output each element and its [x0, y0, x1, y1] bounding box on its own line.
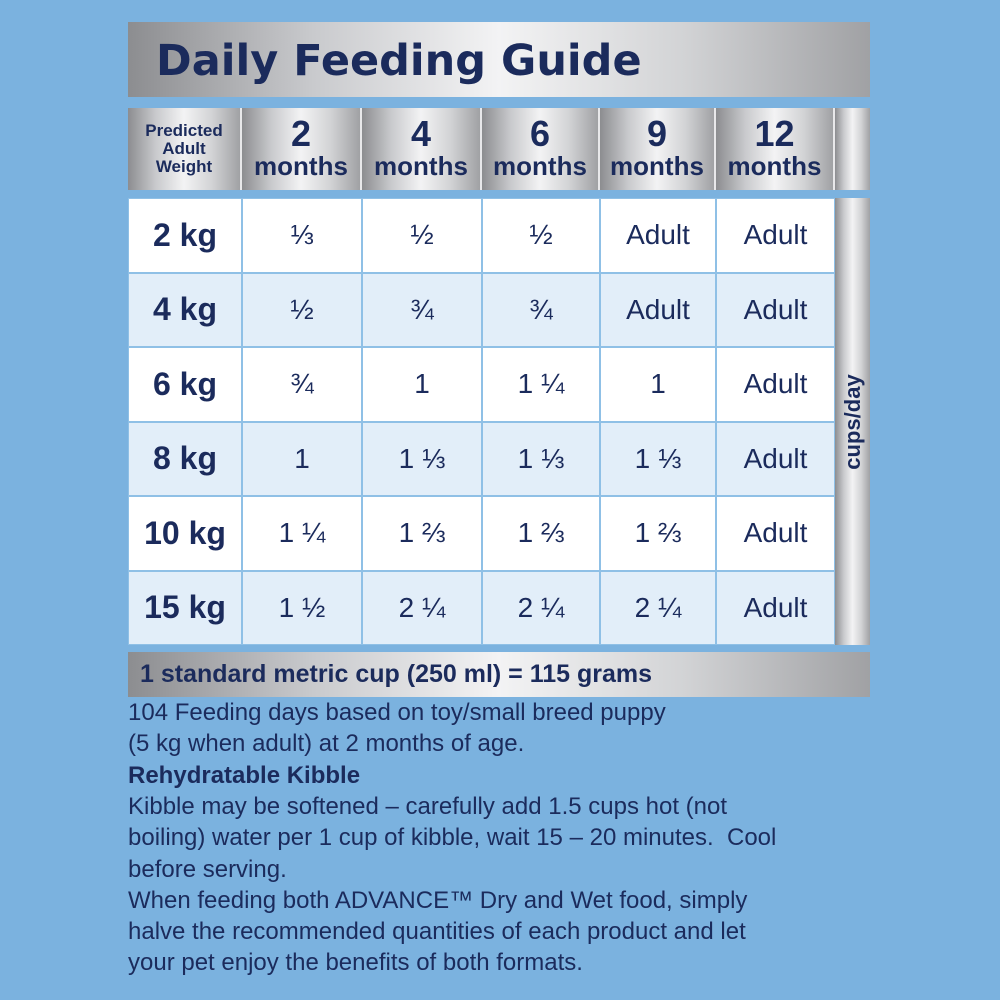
weight-cell: 15 kg [128, 570, 242, 645]
value-cell: ⅓ [242, 198, 362, 273]
corner-label: Predicted Adult Weight [145, 122, 222, 176]
note-line: 104 Feeding days based on toy/small bree… [128, 699, 666, 726]
value-cell: Adult [600, 272, 716, 347]
value-cell: 2 ¼ [482, 570, 600, 645]
value-cell: 1 ½ [242, 570, 362, 645]
value-cell: 1 ⅓ [482, 421, 600, 496]
value-cell: 1 ⅓ [362, 421, 482, 496]
value-cell: 1 ⅔ [600, 496, 716, 571]
value-cell: 1 ¼ [482, 347, 600, 422]
weight-cell: 4 kg [128, 272, 242, 347]
value-cell: 2 ¼ [600, 570, 716, 645]
note-line: When feeding both ADVANCE™ Dry and Wet f… [128, 886, 748, 914]
note-line: boiling) water per 1 cup of kibble, wait… [128, 824, 777, 852]
value-cell: ½ [482, 198, 600, 273]
value-cell: Adult [716, 198, 835, 273]
value-cell: ½ [242, 272, 362, 347]
note-line: (5 kg when adult) at 2 months of age. [128, 730, 525, 758]
corner-line: Predicted [145, 121, 223, 140]
title: Daily Feeding Guide [156, 36, 642, 86]
column-unit: months [254, 151, 348, 181]
footer-text: 1 standard metric cup (250 ml) = 115 gra… [140, 660, 653, 688]
title-bar: Daily Feeding Guide [128, 22, 870, 97]
value-cell: 1 ⅓ [600, 421, 716, 496]
corner-line: Weight [155, 157, 213, 176]
column-header: 4 months [362, 108, 482, 190]
weight-cell: 2 kg [128, 198, 242, 273]
side-strip: cups/day [835, 198, 870, 645]
note-line: halve the recommended quantities of each… [128, 918, 746, 946]
weight-cell: 8 kg [128, 421, 242, 496]
value-cell: ¾ [362, 272, 482, 347]
column-number: 9 [646, 113, 668, 154]
value-cell: 1 [362, 347, 482, 422]
corner-line: Adult [162, 139, 206, 158]
value-cell: Adult [716, 421, 835, 496]
value-cell: ¾ [482, 272, 600, 347]
column-unit: months [374, 151, 468, 181]
column-header: 6 months [482, 108, 600, 190]
value-cell: Adult [600, 198, 716, 273]
column-number: 2 [290, 113, 312, 154]
value-cell: ½ [362, 198, 482, 273]
footer-bar: 1 standard metric cup (250 ml) = 115 gra… [128, 652, 870, 697]
value-cell: Adult [716, 570, 835, 645]
column-header: 12 months [716, 108, 835, 190]
column-unit: months [493, 151, 587, 181]
column-unit: months [610, 151, 704, 181]
weight-cell: 6 kg [128, 347, 242, 422]
column-number: 6 [529, 113, 551, 154]
header-strip [835, 108, 870, 190]
note-line: your pet enjoy the benefits of both form… [128, 949, 583, 977]
column-header: 2 months [242, 108, 362, 190]
value-cell: Adult [716, 272, 835, 347]
value-cell: 1 [242, 421, 362, 496]
column-number: 4 [410, 113, 432, 154]
value-cell: Adult [716, 496, 835, 571]
note-heading: Rehydratable Kibble [128, 761, 361, 789]
value-cell: 1 [600, 347, 716, 422]
value-cell: 1 ⅔ [362, 496, 482, 571]
note-line: Kibble may be softened – carefully add 1… [128, 792, 728, 820]
value-cell: 1 ⅔ [482, 496, 600, 571]
corner-cell: Predicted Adult Weight [128, 108, 242, 190]
side-label: cups/day [839, 373, 865, 470]
value-cell: Adult [716, 347, 835, 422]
column-number: 12 [754, 113, 795, 154]
note-line: before serving. [128, 855, 287, 883]
value-cell: 1 ¼ [242, 496, 362, 571]
value-cell: ¾ [242, 347, 362, 422]
column-unit: months [727, 151, 822, 181]
weight-cell: 10 kg [128, 496, 242, 571]
column-header: 9 months [600, 108, 716, 190]
value-cell: 2 ¼ [362, 570, 482, 645]
